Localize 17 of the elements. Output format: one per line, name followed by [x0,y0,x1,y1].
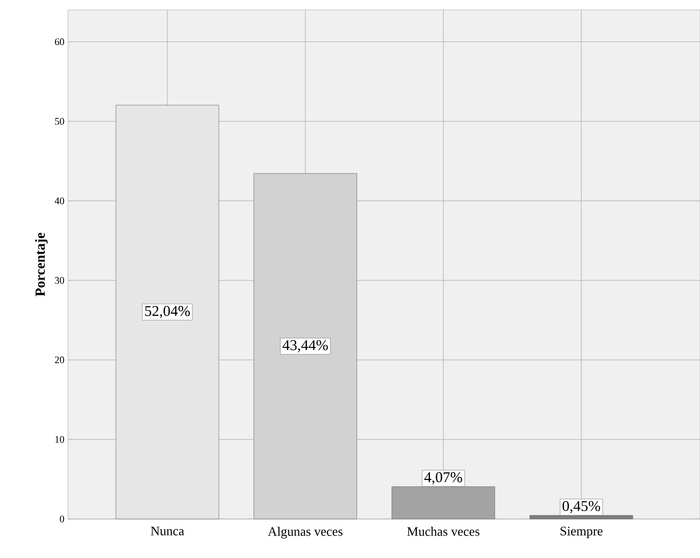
data-label: 0,45% [562,500,600,514]
x-tick-label: Nunca [150,526,184,536]
y-tick-label: 40 [54,197,64,204]
y-tick-label: 10 [55,436,64,443]
y-axis-title: Porcentaje [35,232,48,296]
y-tick-label: 30 [55,277,64,284]
bar [254,173,358,520]
data-label: 52,04% [145,306,190,318]
y-tick-label: 50 [55,118,64,125]
y-tick-label: 0 [60,516,64,522]
y-tick-label: 20 [54,356,64,364]
x-tick-label: Muchas veces [407,526,480,536]
data-label: 4,07% [424,472,462,484]
data-label: 43,44% [282,340,328,352]
x-tick-label: Siempre [560,526,602,538]
x-tick-label: Algunas veces [268,526,342,539]
y-tick-label: 60 [54,38,64,46]
